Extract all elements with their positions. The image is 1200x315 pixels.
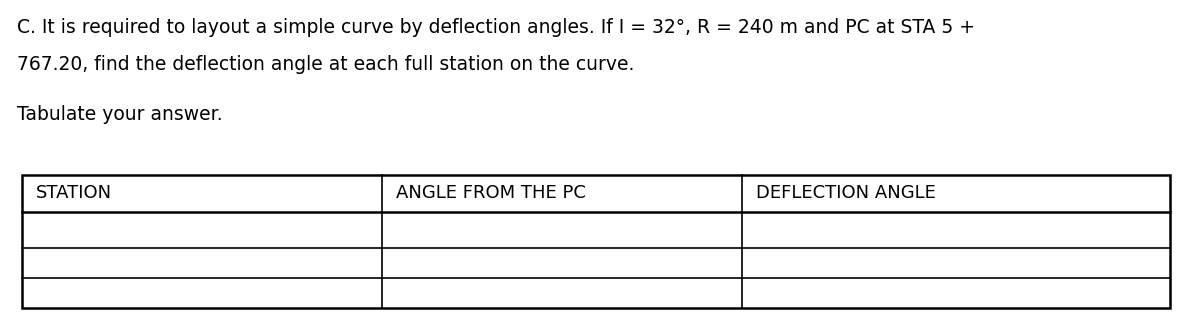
Text: DEFLECTION ANGLE: DEFLECTION ANGLE: [756, 185, 936, 203]
Text: 767.20, find the deflection angle at each full station on the curve.: 767.20, find the deflection angle at eac…: [17, 55, 634, 74]
Text: STATION: STATION: [36, 185, 112, 203]
Text: Tabulate your answer.: Tabulate your answer.: [17, 105, 222, 124]
Text: C. It is required to layout a simple curve by deflection angles. If I = 32°, R =: C. It is required to layout a simple cur…: [17, 18, 974, 37]
Text: ANGLE FROM THE PC: ANGLE FROM THE PC: [396, 185, 586, 203]
